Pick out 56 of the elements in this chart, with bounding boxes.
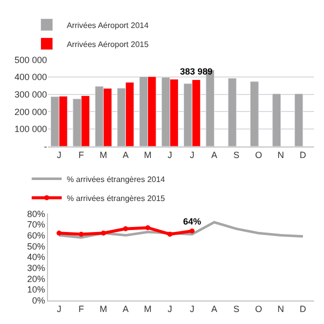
x-tick-label: O bbox=[255, 304, 262, 314]
bar bbox=[272, 94, 281, 146]
point bbox=[145, 225, 150, 230]
legend-label: % arrivées étrangères 2014 bbox=[66, 174, 166, 184]
x-tick-label: J bbox=[168, 304, 172, 314]
x-tick-label: A bbox=[122, 304, 129, 314]
x-tick-label: S bbox=[233, 304, 240, 314]
y-tick-label: 50% bbox=[27, 241, 46, 252]
y-tick-label: 300 000 bbox=[14, 89, 47, 100]
y-tick-label: 40% bbox=[27, 252, 46, 262]
x-tick-label: N bbox=[278, 150, 284, 160]
x-tick-label: M bbox=[144, 304, 152, 314]
x-tick-label: F bbox=[78, 304, 84, 314]
data-label: 64% bbox=[183, 216, 202, 227]
bar bbox=[294, 94, 304, 146]
x-tick-label: M bbox=[100, 304, 108, 314]
legend-label: Arrivées Aéroport 2015 bbox=[66, 40, 150, 49]
x-tick-label: S bbox=[233, 150, 240, 160]
x-tick-label: A bbox=[122, 150, 129, 160]
y-tick-label: 80% bbox=[27, 208, 46, 219]
bar bbox=[250, 81, 259, 146]
x-tick-label: J bbox=[168, 150, 172, 160]
point bbox=[100, 230, 106, 236]
y-tick-label: 60% bbox=[27, 230, 46, 240]
point bbox=[56, 230, 62, 236]
point bbox=[167, 232, 172, 237]
y-tick-label: 20% bbox=[27, 274, 46, 284]
x-tick-label: A bbox=[211, 304, 218, 314]
data-label: 383 989 bbox=[180, 66, 213, 77]
x-tick-label: M bbox=[144, 150, 152, 160]
legend-label: Arrivées Aéroport 2014 bbox=[66, 20, 150, 30]
x-tick-label: F bbox=[78, 150, 84, 160]
x-tick-label: J bbox=[56, 304, 62, 314]
point bbox=[78, 232, 84, 237]
bar bbox=[228, 78, 237, 146]
point bbox=[190, 228, 195, 234]
x-tick-label: O bbox=[255, 150, 262, 160]
y-tick-label: 70% bbox=[27, 220, 46, 230]
y-tick-label: 200 000 bbox=[14, 106, 47, 117]
x-tick-label: M bbox=[100, 150, 108, 160]
point bbox=[123, 226, 128, 232]
y-tick-label: 100 000 bbox=[14, 124, 47, 134]
y-tick-label: 10% bbox=[27, 284, 46, 295]
y-tick-label: 0% bbox=[32, 296, 46, 306]
y-tick-label: 400 000 bbox=[14, 72, 47, 82]
x-tick-label: J bbox=[56, 150, 62, 160]
x-tick-label: D bbox=[300, 304, 307, 314]
x-tick-label: A bbox=[211, 150, 218, 160]
x-tick-label: D bbox=[300, 150, 307, 160]
x-tick-label: J bbox=[190, 304, 194, 314]
x-tick-label: J bbox=[190, 150, 194, 160]
legend-label: % arrivées étrangères 2015 bbox=[66, 194, 166, 203]
y-tick-label: 30% bbox=[27, 263, 46, 273]
x-tick-label: N bbox=[278, 304, 284, 314]
y-tick-label: 500 000 bbox=[14, 54, 47, 65]
y-tick-label: - bbox=[44, 142, 47, 152]
